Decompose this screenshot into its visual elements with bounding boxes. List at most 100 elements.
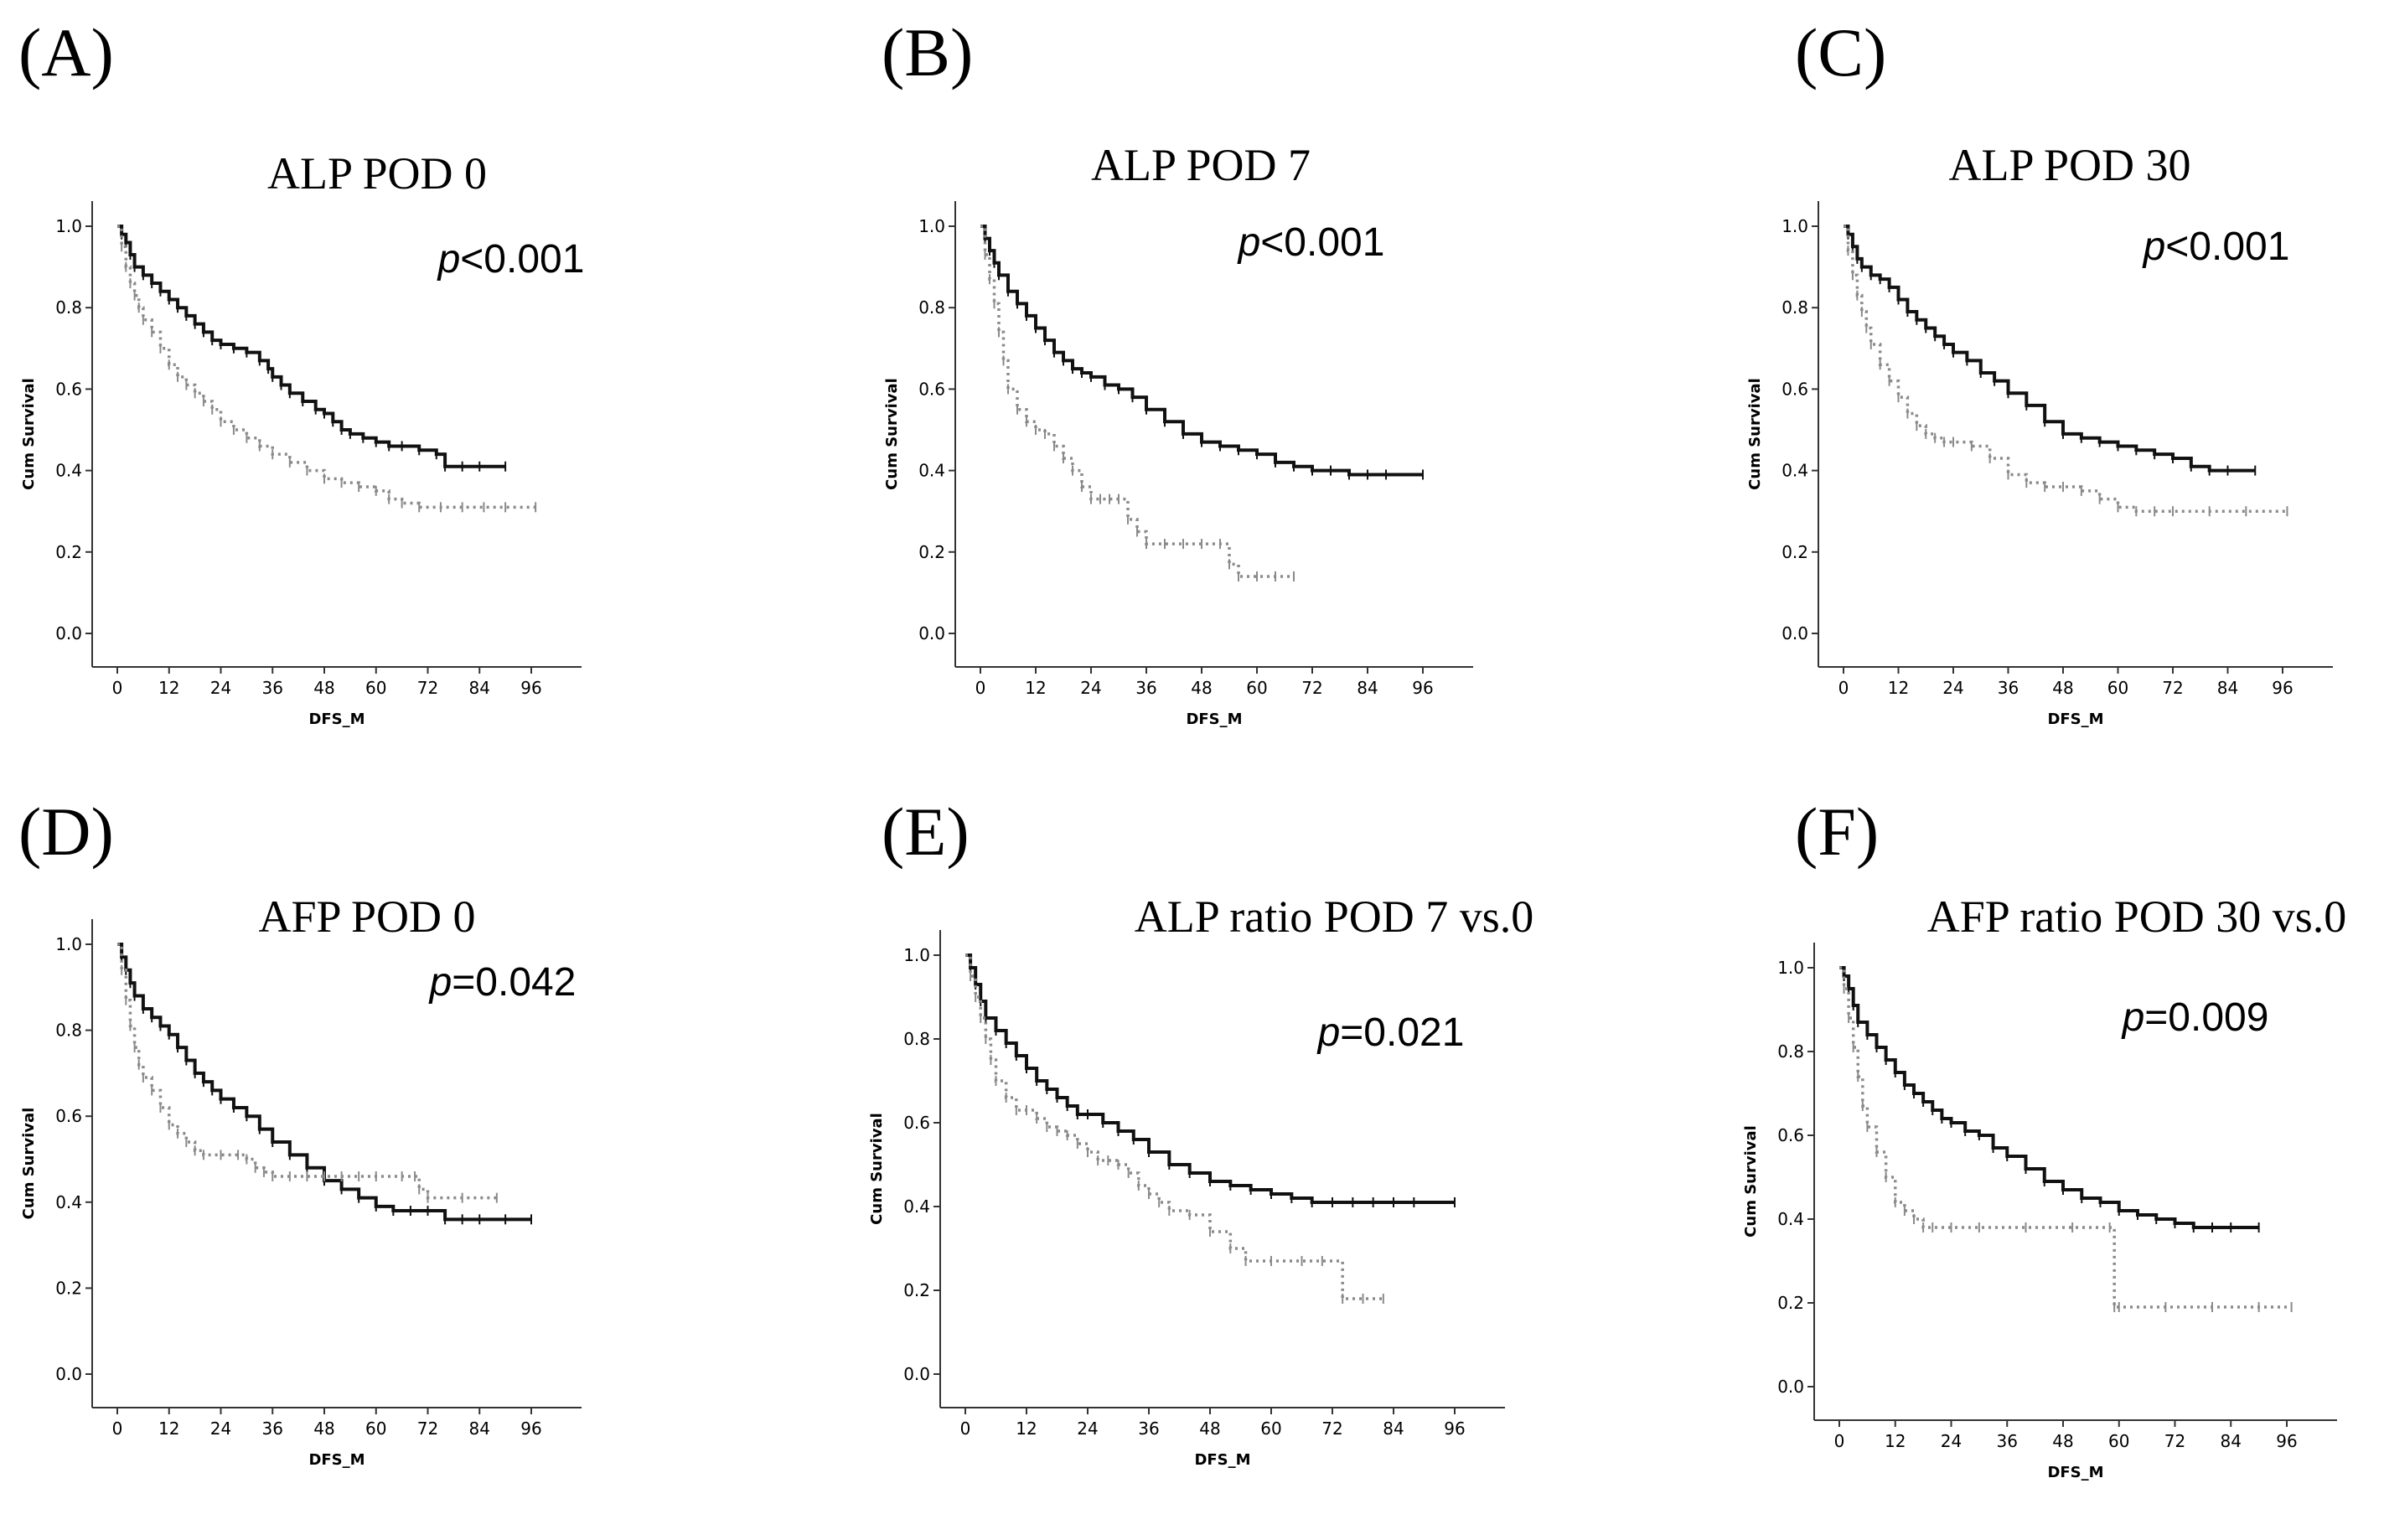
x-tick-label: 84	[1383, 1419, 1404, 1439]
p-value: p<0.001	[1237, 220, 1385, 265]
y-axis-title: Cum Survival	[20, 1108, 38, 1220]
y-tick-label: 0.4	[55, 1192, 82, 1212]
y-tick-label: 0.2	[1777, 1293, 1804, 1313]
x-tick-label: 60	[2108, 1431, 2129, 1451]
x-tick-label: 60	[365, 678, 386, 698]
chart-panel-3: (D) AFP POD 0 p=0.042 0.0 0.2 0.4 0.6 0.8 1.0 0 12…	[18, 793, 582, 1469]
y-tick-label: 0.4	[903, 1196, 930, 1217]
x-tick-label: 12	[158, 678, 179, 698]
p-value: p<0.001	[2142, 225, 2290, 269]
y-tick-label: 0.0	[55, 623, 82, 643]
y-axis-title: Cum Survival	[1742, 1125, 1760, 1238]
p-value-number: =0.021	[1340, 1010, 1464, 1055]
x-tick-label: 0	[975, 678, 986, 698]
chart-panel-2: (C) ALP POD 30 p<0.001 0.0 0.2 0.4 0.6 0.8 1.0 0 1…	[1746, 14, 2333, 728]
panel-letter: (B)	[882, 14, 973, 90]
chart-title: ALP ratio POD 7 vs.0	[1135, 891, 1534, 942]
x-axis-title: DFS_M	[2047, 711, 2103, 728]
p-value: p=0.009	[2121, 995, 2269, 1040]
x-axis-title: DFS_M	[308, 711, 365, 728]
x-axis-title: DFS_M	[1194, 1451, 1250, 1469]
y-tick-label: 0.4	[918, 461, 945, 481]
y-tick-label: 1.0	[55, 934, 82, 954]
x-tick-label: 0	[960, 1419, 971, 1439]
p-value: p=0.021	[1316, 1010, 1465, 1055]
y-tick-label: 0.8	[1782, 297, 1808, 318]
x-tick-label: 0	[1838, 678, 1849, 698]
x-tick-label: 36	[1138, 1419, 1159, 1439]
y-tick-label: 0.6	[55, 379, 82, 399]
panel-letter: (F)	[1795, 793, 1879, 870]
y-tick-label: 1.0	[55, 216, 82, 236]
p-value-symbol: p	[2142, 225, 2166, 269]
p-value-symbol: p	[428, 960, 452, 1005]
x-tick-label: 48	[2052, 678, 2073, 698]
y-tick-label: 0.8	[55, 1021, 82, 1041]
x-tick-label: 24	[1941, 1431, 1962, 1451]
y-tick-label: 0.6	[903, 1113, 930, 1133]
x-tick-label: 48	[1199, 1419, 1220, 1439]
x-tick-label: 72	[2164, 1431, 2185, 1451]
x-tick-label: 12	[1888, 678, 1909, 698]
p-value-symbol: p	[1237, 220, 1261, 265]
x-tick-label: 0	[1834, 1431, 1845, 1451]
panel-letter: (C)	[1795, 14, 1886, 90]
x-tick-label: 72	[1301, 678, 1322, 698]
y-tick-label: 0.0	[1782, 623, 1808, 643]
y-axis-title: Cum Survival	[868, 1113, 886, 1225]
panel-letter: (E)	[882, 793, 970, 870]
survival-curve-dotted	[965, 953, 1383, 1300]
panel-letter: (D)	[18, 793, 114, 870]
chart-title: ALP POD 30	[1948, 140, 2190, 190]
p-value-number: =0.042	[452, 960, 576, 1005]
x-tick-label: 24	[1077, 1419, 1098, 1439]
y-tick-label: 0.0	[918, 623, 945, 643]
y-tick-label: 0.8	[1777, 1041, 1804, 1062]
survival-curve-dotted	[980, 225, 1294, 578]
y-tick-label: 0.8	[55, 297, 82, 318]
chart-title: AFP ratio POD 30 vs.0	[1927, 891, 2347, 942]
x-tick-label: 96	[2276, 1431, 2297, 1451]
x-tick-label: 36	[262, 1419, 283, 1439]
y-tick-label: 0.6	[1782, 379, 1808, 399]
survival-curve-dotted	[1844, 225, 2288, 513]
x-tick-label: 24	[1942, 678, 1963, 698]
y-tick-label: 0.6	[918, 379, 945, 399]
x-axis-title: DFS_M	[2047, 1464, 2103, 1481]
x-tick-label: 24	[210, 678, 231, 698]
x-tick-label: 96	[1444, 1419, 1465, 1439]
x-tick-label: 72	[1321, 1419, 1342, 1439]
x-tick-label: 72	[417, 1419, 438, 1439]
x-tick-label: 84	[2221, 1431, 2242, 1451]
x-axis-title: DFS_M	[308, 1451, 365, 1469]
chart-title: AFP POD 0	[258, 891, 475, 942]
x-tick-label: 96	[520, 678, 541, 698]
chart-panel-4: (E) ALP ratio POD 7 vs.0 p=0.021 0.0 0.2 0.4 0…	[868, 793, 1533, 1469]
y-tick-label: 0.8	[918, 297, 945, 318]
x-tick-label: 48	[2052, 1431, 2073, 1451]
x-tick-label: 96	[1412, 678, 1433, 698]
p-value-number: =0.009	[2144, 995, 2268, 1040]
p-value-symbol: p	[1316, 1010, 1341, 1055]
y-tick-label: 0.6	[55, 1106, 82, 1126]
panel-letter: (A)	[18, 14, 114, 90]
p-value-symbol: p	[437, 237, 461, 282]
chart-title: ALP POD 0	[267, 148, 487, 199]
y-tick-label: 0.2	[903, 1280, 930, 1300]
x-tick-label: 72	[417, 678, 438, 698]
x-tick-label: 24	[1080, 678, 1101, 698]
p-value-number: <0.001	[460, 237, 584, 282]
y-tick-label: 0.2	[55, 1278, 82, 1298]
x-tick-label: 48	[313, 678, 334, 698]
x-tick-label: 12	[158, 1419, 179, 1439]
x-tick-label: 36	[1135, 678, 1156, 698]
y-axis-title: Cum Survival	[20, 378, 38, 490]
x-tick-label: 36	[1998, 678, 2019, 698]
y-tick-label: 1.0	[1777, 958, 1804, 978]
x-tick-label: 60	[365, 1419, 386, 1439]
y-tick-label: 0.6	[1777, 1125, 1804, 1145]
x-tick-label: 60	[1246, 678, 1267, 698]
x-tick-label: 0	[112, 678, 123, 698]
x-tick-label: 24	[210, 1419, 231, 1439]
